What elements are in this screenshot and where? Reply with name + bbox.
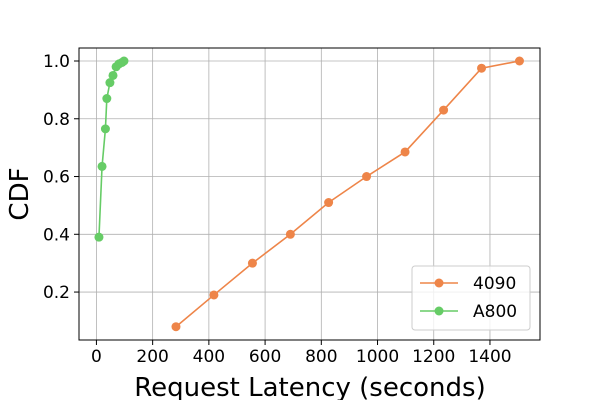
point bbox=[285, 229, 295, 239]
y-tick-label: 1.0 bbox=[43, 52, 70, 72]
x-tick-label: 200 bbox=[136, 347, 168, 367]
point bbox=[514, 56, 524, 66]
x-tick-label: 1000 bbox=[356, 347, 399, 367]
point bbox=[324, 198, 334, 208]
point bbox=[105, 78, 115, 88]
series-line bbox=[175, 60, 520, 328]
point bbox=[102, 94, 112, 104]
x-tick-label: 1400 bbox=[468, 347, 511, 367]
point bbox=[400, 147, 410, 157]
x-axis-label: Request Latency (seconds) bbox=[134, 373, 485, 400]
point bbox=[477, 63, 487, 73]
y-tick-label: 0.6 bbox=[43, 168, 70, 188]
point bbox=[439, 105, 449, 115]
y-axis-label: CDF bbox=[5, 167, 35, 220]
legend-marker bbox=[434, 306, 444, 316]
point bbox=[97, 161, 107, 171]
point bbox=[108, 70, 118, 80]
point bbox=[362, 172, 372, 182]
x-tick-label: 1200 bbox=[412, 347, 455, 367]
point bbox=[171, 322, 181, 332]
point bbox=[209, 290, 219, 300]
x-tick-label: 400 bbox=[193, 347, 225, 367]
point bbox=[247, 258, 257, 268]
x-tick-label: 800 bbox=[305, 347, 337, 367]
legend-marker bbox=[434, 278, 444, 288]
point bbox=[94, 232, 104, 242]
series-line bbox=[98, 60, 125, 238]
y-tick-label: 0.4 bbox=[43, 225, 70, 245]
point bbox=[100, 124, 110, 134]
point bbox=[119, 56, 129, 66]
legend-label: A800 bbox=[473, 302, 517, 322]
legend-label: 4090 bbox=[473, 274, 516, 294]
x-tick-label: 0 bbox=[91, 347, 102, 367]
plot-frame bbox=[78, 47, 541, 341]
y-tick-label: 0.8 bbox=[43, 110, 70, 130]
x-tick-label: 600 bbox=[249, 347, 281, 367]
y-tick-label: 0.2 bbox=[43, 283, 70, 303]
